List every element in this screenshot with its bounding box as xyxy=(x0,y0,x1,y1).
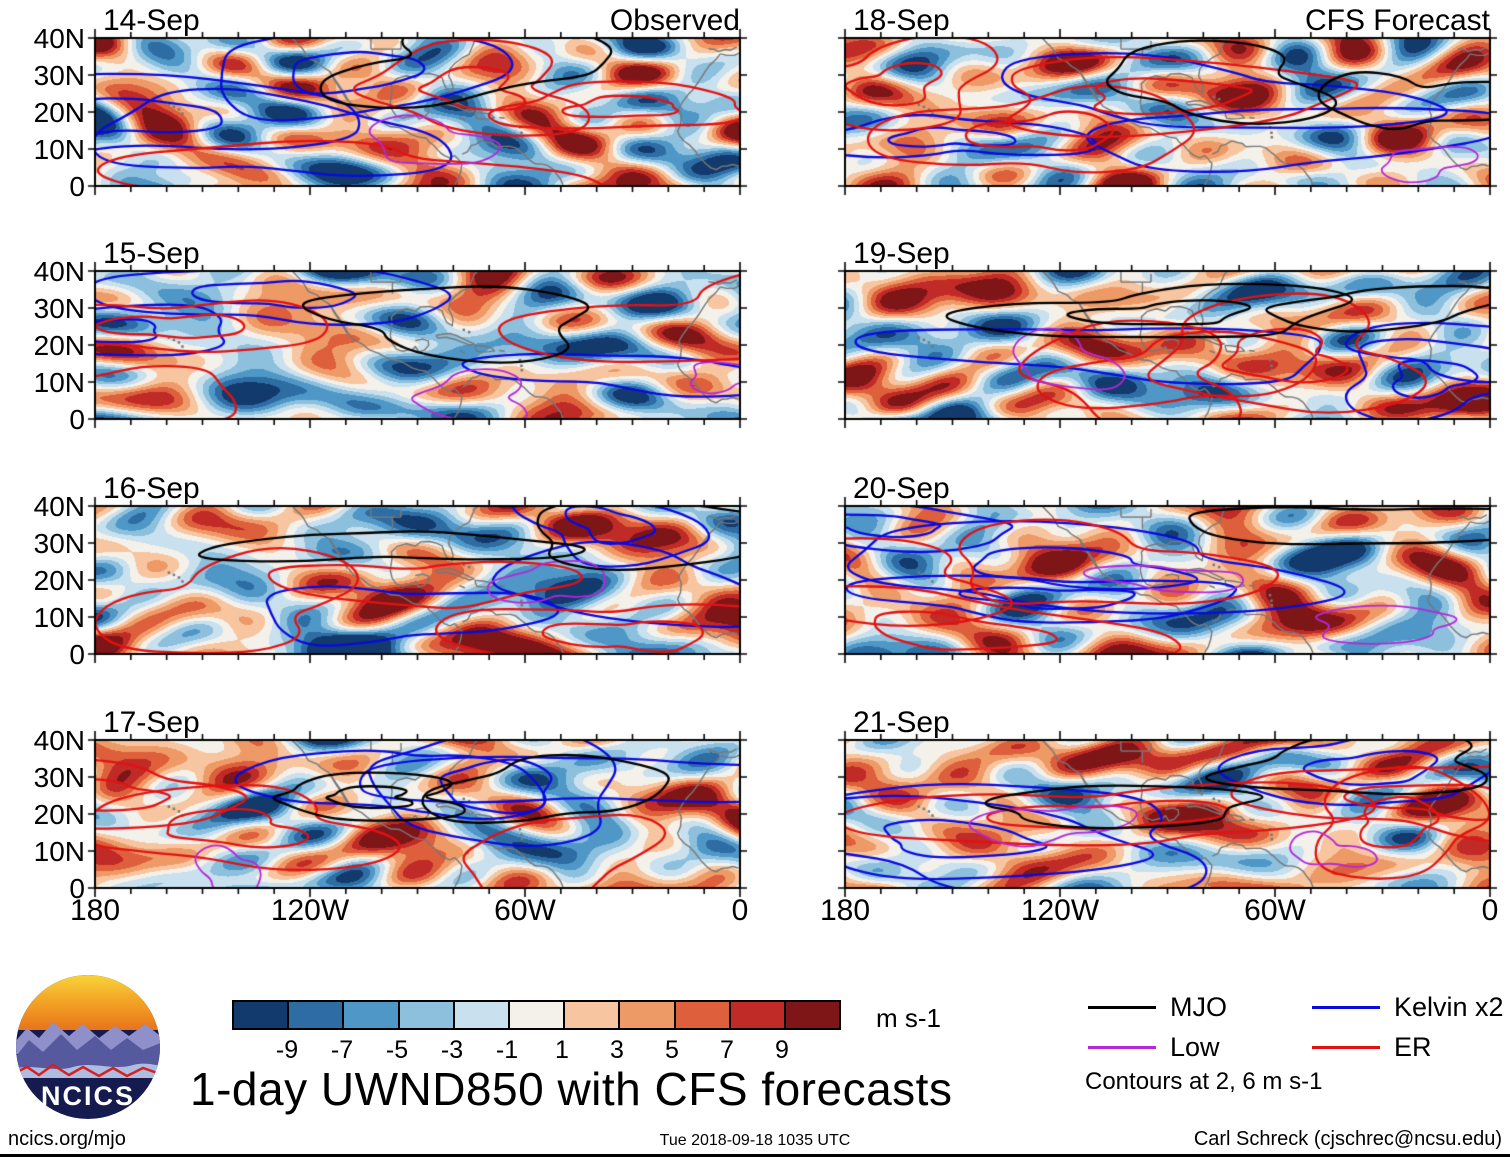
map-canvas-19-Sep xyxy=(835,261,1500,429)
colorbar-tick-label: 7 xyxy=(720,1036,734,1064)
panel-date-label: 17-Sep xyxy=(103,706,200,739)
map-canvas-16-Sep xyxy=(85,496,750,664)
mjo-line-swatch xyxy=(1088,1006,1156,1009)
ncics-logo: NCICS xyxy=(16,975,160,1119)
colorbar-cell xyxy=(289,1002,345,1028)
colorbar-cell xyxy=(565,1002,621,1028)
colorbar-tick-label: -1 xyxy=(495,1036,519,1064)
y-axis-tick-label: 10N xyxy=(33,602,85,633)
colorbar-cell xyxy=(234,1002,290,1028)
legend-item-er: ER xyxy=(1312,1032,1432,1063)
colorbar-cell xyxy=(344,1002,400,1028)
logo-red-line xyxy=(16,1063,160,1078)
y-axis-tick-label: 20N xyxy=(33,565,85,596)
y-axis-tick-label: 40N xyxy=(33,23,85,54)
colorbar-cell xyxy=(454,1002,510,1028)
map-canvas-14-Sep xyxy=(85,28,750,196)
colorbar-cell xyxy=(620,1002,676,1028)
colorbar-tick-label: 5 xyxy=(665,1036,679,1064)
y-axis-tick-label: 40N xyxy=(33,491,85,522)
map-canvas-18-Sep xyxy=(835,28,1500,196)
er-line-swatch xyxy=(1312,1046,1380,1049)
colorbar-cell xyxy=(675,1002,731,1028)
panel-date-label: 18-Sep xyxy=(853,4,950,37)
bottom-border xyxy=(0,1154,1510,1157)
colorbar-tick-label: 9 xyxy=(775,1036,789,1064)
logo-sky xyxy=(16,975,160,1030)
footer-url: ncics.org/mjo xyxy=(8,1128,126,1150)
y-axis-tick-label: 0 xyxy=(69,404,85,435)
colorbar-tick-label: -7 xyxy=(330,1036,354,1064)
y-axis-tick-label: 10N xyxy=(33,836,85,867)
figure-title: 1-day UWND850 with CFS forecasts xyxy=(190,1063,953,1115)
y-axis-tick-label: 0 xyxy=(69,171,85,202)
colorbar-cell xyxy=(399,1002,455,1028)
map-canvas-21-Sep xyxy=(835,730,1500,898)
colorbar-cell xyxy=(730,1002,786,1028)
y-axis-tick-label: 20N xyxy=(33,330,85,361)
y-axis-tick-label: 20N xyxy=(33,799,85,830)
ncics-logo-text: NCICS xyxy=(41,1081,135,1111)
x-axis-tick-label: 120W xyxy=(1020,894,1100,927)
y-axis-tick-label: 20N xyxy=(33,97,85,128)
map-canvas-17-Sep xyxy=(85,730,750,898)
y-axis-tick-label: 40N xyxy=(33,256,85,287)
y-axis-tick-label: 10N xyxy=(33,134,85,165)
map-canvas-15-Sep xyxy=(85,261,750,429)
colorbar-cell xyxy=(785,1002,840,1028)
colorbar-tick-label: -9 xyxy=(275,1036,299,1064)
y-axis-tick-label: 40N xyxy=(33,725,85,756)
x-axis-tick-label: 180 xyxy=(819,894,871,927)
low-line-swatch xyxy=(1088,1046,1156,1049)
legend-label-low: Low xyxy=(1170,1032,1220,1062)
colorbar-cell xyxy=(509,1002,566,1028)
panel-corner-label: CFS Forecast xyxy=(1304,4,1490,37)
x-axis-tick-label: 0 xyxy=(1481,894,1499,927)
panel-date-label: 14-Sep xyxy=(103,4,200,37)
y-axis-tick-label: 10N xyxy=(33,367,85,398)
legend-label-mjo: MJO xyxy=(1170,992,1227,1022)
legend-label-kelvin: Kelvin x2 xyxy=(1394,992,1504,1022)
y-axis-tick-label: 0 xyxy=(69,639,85,670)
legend-item-low: Low xyxy=(1088,1032,1220,1063)
kelvin-line-swatch xyxy=(1312,1006,1380,1009)
panel-date-label: 19-Sep xyxy=(853,237,950,270)
colorbar-units: m s-1 xyxy=(876,1003,941,1033)
x-axis-tick-label: 60W xyxy=(1244,894,1306,927)
legend-label-er: ER xyxy=(1394,1032,1432,1062)
panel-date-label: 16-Sep xyxy=(103,472,200,505)
colorbar-tick-label: -5 xyxy=(385,1036,409,1064)
y-axis-tick-label: 0 xyxy=(69,873,85,904)
contour-levels-note: Contours at 2, 6 m s-1 xyxy=(1085,1068,1323,1095)
panel-corner-label: Observed xyxy=(609,4,740,37)
map-canvas-20-Sep xyxy=(835,496,1500,664)
x-axis-tick-label: 120W xyxy=(270,894,350,927)
x-axis-tick-label: 60W xyxy=(494,894,556,927)
legend-item-mjo: MJO xyxy=(1088,992,1227,1023)
footer-timestamp: Tue 2018-09-18 1035 UTC xyxy=(659,1132,851,1149)
x-axis-tick-label: 0 xyxy=(731,894,749,927)
x-axis-tick-label: 180 xyxy=(69,894,121,927)
colorbar-tick-label: 3 xyxy=(610,1036,624,1064)
logo-mountains-near xyxy=(16,1034,160,1069)
colorbar xyxy=(232,1000,841,1030)
y-axis-tick-label: 30N xyxy=(33,60,85,91)
colorbar-tick-label: 1 xyxy=(555,1036,569,1064)
y-axis-tick-label: 30N xyxy=(33,293,85,324)
panel-date-label: 15-Sep xyxy=(103,237,200,270)
legend-item-kelvin: Kelvin x2 xyxy=(1312,992,1504,1023)
colorbar-tick-label: -3 xyxy=(440,1036,464,1064)
y-axis-tick-label: 30N xyxy=(33,762,85,793)
panel-date-label: 21-Sep xyxy=(853,706,950,739)
panel-date-label: 20-Sep xyxy=(853,472,950,505)
y-axis-tick-label: 30N xyxy=(33,528,85,559)
footer-credit: Carl Schreck (cjschrec@ncsu.edu) xyxy=(1193,1128,1502,1150)
